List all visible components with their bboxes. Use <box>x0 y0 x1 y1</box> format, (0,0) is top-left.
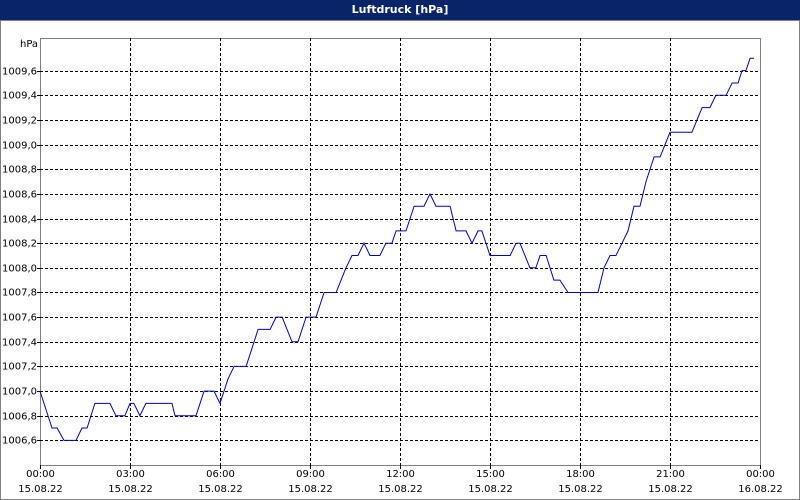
x-tick-label: 03:00 15.08.22 <box>108 469 153 495</box>
x-tick-label-line: 15.08.22 <box>288 484 333 495</box>
y-tick-label: 1006,6 <box>2 436 37 447</box>
x-tick-label-line: 00:00 <box>746 469 775 480</box>
y-tick-label: 1008,4 <box>2 215 37 226</box>
x-tick-label-line: 12:00 <box>386 469 415 480</box>
x-tick-label-line: 15.08.22 <box>378 484 423 495</box>
y-tick-label: 1007,8 <box>2 288 37 299</box>
x-tick-label-line: 21:00 <box>656 469 685 480</box>
y-tick-label: 1007,0 <box>2 387 37 398</box>
y-tick-label: 1008,0 <box>2 264 37 275</box>
title-bar: Luftdruck [hPa] <box>0 0 800 20</box>
x-tick-label-line: 15.08.22 <box>18 484 63 495</box>
x-tick-label-line: 15:00 <box>476 469 505 480</box>
x-tick-label: 21:00 15.08.22 <box>648 469 693 495</box>
x-tick-label-line: 15.08.22 <box>558 484 603 495</box>
x-tick-label-line: 00:00 <box>26 469 55 480</box>
y-tick-label: 1009,0 <box>2 141 37 152</box>
y-tick-label: 1009,2 <box>2 116 37 127</box>
x-tick-label: 06:00 15.08.22 <box>198 469 243 495</box>
plot-frame <box>40 38 761 466</box>
x-tick-label-line: 18:00 <box>566 469 595 480</box>
x-tick-label-line: 06:00 <box>206 469 235 480</box>
y-tick-label: 1007,2 <box>2 362 37 373</box>
x-tick-label-line: 16.08.22 <box>738 484 783 495</box>
y-tick-label: 1009,4 <box>2 91 37 102</box>
x-tick-label-line: 15.08.22 <box>198 484 243 495</box>
x-tick-label-line: 03:00 <box>116 469 145 480</box>
y-axis-label: hPa <box>20 39 38 50</box>
y-tick-label: 1008,2 <box>2 239 37 250</box>
y-tick-label: 1007,4 <box>2 338 37 349</box>
x-tick-label: 00:00 16.08.22 <box>738 469 783 495</box>
x-tick-label: 15:00 15.08.22 <box>468 469 513 495</box>
x-tick-label-line: 15.08.22 <box>108 484 153 495</box>
y-tick-label: 1009,6 <box>2 67 37 78</box>
x-tick-label: 00:00 15.08.22 <box>18 469 63 495</box>
x-tick-label: 12:00 15.08.22 <box>378 469 423 495</box>
x-tick-label-line: 15.08.22 <box>468 484 513 495</box>
data-line <box>39 57 754 441</box>
x-tick-label-line: 09:00 <box>296 469 325 480</box>
y-tick-label: 1007,6 <box>2 313 37 324</box>
x-tick-label-line: 15.08.22 <box>648 484 693 495</box>
x-tick-label: 18:00 15.08.22 <box>558 469 603 495</box>
y-tick-label: 1008,6 <box>2 190 37 201</box>
y-tick-label: 1006,8 <box>2 412 37 423</box>
x-tick-label: 09:00 15.08.22 <box>288 469 333 495</box>
y-tick-label: 1008,8 <box>2 165 37 176</box>
